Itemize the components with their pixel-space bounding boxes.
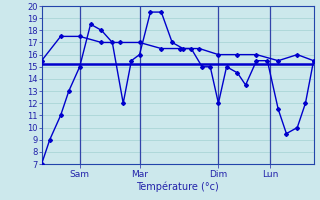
X-axis label: Température (°c): Température (°c) [136,181,219,192]
